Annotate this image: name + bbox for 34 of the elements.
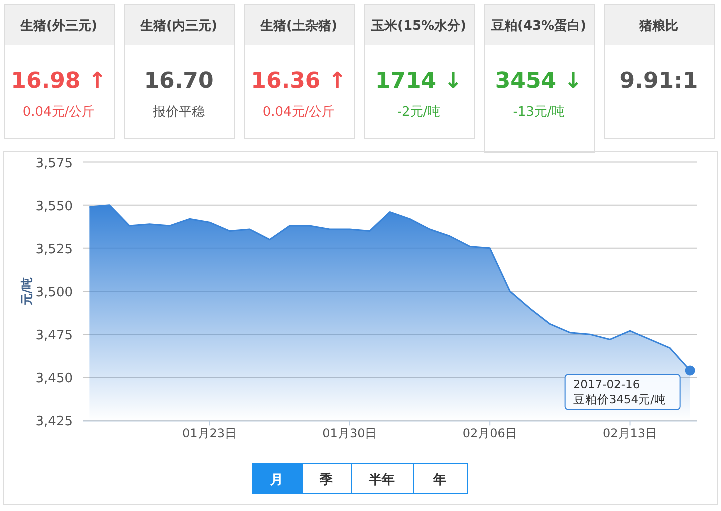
y-tick-label: 3,475: [36, 328, 73, 344]
text: 3454 ↓: [495, 69, 583, 94]
y-tick-label: 3,450: [36, 372, 73, 387]
text: 报价平稳: [152, 105, 205, 120]
text: 16.36 ↑: [251, 69, 347, 94]
text: 生猪(外三元): [20, 19, 98, 34]
y-tick-label: 3,575: [36, 156, 73, 172]
text: -2元/吨: [397, 105, 441, 120]
text: 猪粮比: [638, 18, 678, 34]
text: 16.70: [144, 69, 214, 94]
text: 9.91:1: [620, 69, 698, 94]
y-tick-label: 3,425: [36, 414, 73, 430]
text: 半年: [368, 473, 395, 488]
text: -13元/吨: [513, 105, 565, 120]
text: 年: [432, 473, 446, 488]
text: 生猪(土杂猪): [260, 19, 338, 34]
annotation: 2017-02-16 豆粕价3454元/吨: [573, 378, 666, 407]
text: 1714 ↓: [375, 69, 463, 94]
y-axis-title: 元/吨: [20, 277, 34, 307]
text: 玉米(15%水分): [370, 19, 466, 34]
text: 生猪(内三元): [140, 19, 218, 34]
x-tick-label: 01月23日: [182, 426, 238, 441]
text: 季: [319, 472, 333, 488]
text: 0.04元/公斤: [22, 105, 96, 120]
text: 豆粕(43%蛋白): [490, 19, 586, 34]
x-tick-label: 02月06日: [462, 426, 518, 441]
y-tick-label: 3,500: [36, 286, 73, 300]
y-tick-label: 3,525: [36, 242, 73, 258]
text: 0.04元/公斤: [262, 105, 336, 120]
text: 月: [270, 473, 284, 488]
text: 16.98 ↑: [11, 69, 107, 94]
y-tick-label: 3,550: [36, 199, 73, 214]
x-tick-label: 02月13日: [602, 426, 658, 441]
x-tick-label: 01月30日: [322, 426, 378, 441]
